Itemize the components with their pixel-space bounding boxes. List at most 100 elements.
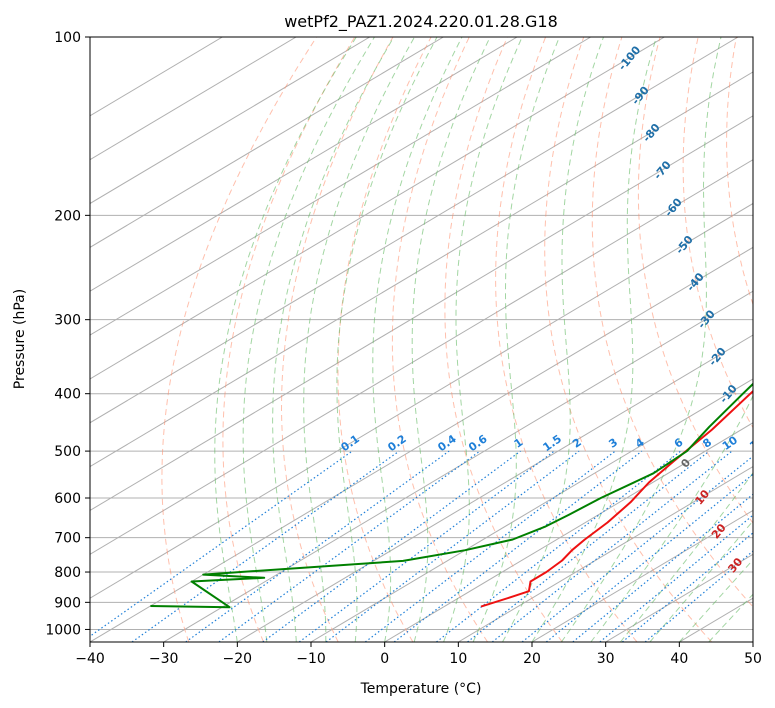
isotherm-line [752,641,753,642]
isotherm-label: -50 [673,233,696,257]
y-tick-label: 400 [54,387,81,403]
y-tick-label: 700 [54,531,81,547]
mixing-ratio-label: 1 [512,436,526,451]
dry-adiabat [161,37,318,642]
dry-adiabat [591,37,753,608]
mixing-ratio-label: 16 [769,433,775,453]
mixing-ratio-label: 13 [747,434,767,453]
mixing-ratio-line [467,450,710,642]
isotherm-line [90,202,753,599]
isotherm-label: -20 [706,345,729,369]
isotherm-line [90,115,753,512]
isotherm-label: 0 [678,456,693,470]
dry-adiabat [444,37,563,642]
dry-adiabat [682,37,753,429]
y-tick-label: 300 [54,313,81,329]
y-tick-label: 600 [54,491,81,507]
dry-adiabat [637,37,753,524]
isotherm-label: -80 [640,121,663,145]
y-tick-label: 200 [54,208,81,224]
x-tick-label: −30 [149,651,179,667]
moist-adiabat [411,37,491,642]
y-tick-label: 1000 [45,622,81,638]
mixing-ratio-line [621,532,753,642]
x-tick-label: 50 [744,651,762,667]
isotherm-label: 10 [692,487,712,507]
x-tick-label: 20 [523,651,541,667]
isotherm-line [90,159,753,555]
x-tick-label: 40 [670,651,688,667]
mixing-ratio-line [572,493,753,642]
moist-adiabat [336,37,438,642]
isotherm-line [90,37,665,380]
moist-adiabat [502,37,604,642]
mixing-ratio-line [262,450,521,642]
x-tick-label: 30 [597,651,615,667]
plot-frame [89,36,754,643]
mixing-ratio-line [521,455,753,642]
mixing-ratio-line [325,450,580,642]
x-tick-label: −20 [223,651,253,667]
isotherm-label: -70 [651,158,674,182]
temperature-profile-line [480,389,753,608]
mixing-ratio-line [218,450,481,642]
isotherm-line [605,553,753,642]
isotherm-line [531,509,753,642]
mixing-ratio-line [393,450,643,642]
dry-adiabat [337,37,432,642]
mixing-ratio-line [364,450,616,642]
dewpoint-profile-line [150,382,753,609]
isotherm-line [90,37,297,161]
moist-adiabat [242,37,375,642]
dry-adiabat [391,37,489,642]
mixing-ratio-line [131,450,400,642]
moist-adiabat [443,37,523,642]
mixing-ratio-line [90,450,353,637]
isotherm-line [90,71,753,468]
isotherm-line [90,37,739,424]
isotherm-label: -10 [717,382,740,406]
moist-adiabat [214,37,357,642]
moist-adiabat [708,593,753,642]
moist-adiabat [303,37,415,642]
mixing-ratio-line [599,514,753,642]
isotherm-line [384,422,753,642]
isotherm-line [90,37,223,117]
y-axis-label: Pressure (hPa) [12,289,28,389]
isotherm-label: -30 [695,307,718,331]
dry-adiabat [222,37,356,642]
dry-adiabat [280,37,394,642]
dry-adiabat [769,37,775,642]
y-tick-label: 500 [54,444,81,460]
isotherm-line [458,466,753,642]
moist-adiabat [620,472,753,642]
mixing-ratio-line [491,450,733,642]
isotherm-line [310,378,753,642]
moist-adiabat [531,37,657,642]
mixing-ratio-label: 6 [672,436,686,451]
isotherm-label: 20 [709,521,729,541]
isotherm-line [90,37,591,336]
x-tick-label: 0 [380,651,389,667]
x-tick-label: −10 [296,651,326,667]
y-tick-label: 100 [54,30,81,46]
mixing-ratio-label: 10 [720,433,740,453]
dry-adiabat [495,37,638,642]
moist-adiabat [272,37,395,642]
mixing-ratio-line [436,450,682,642]
isotherm-line [90,37,518,292]
isotherm-label: -100 [616,43,644,73]
y-tick-label: 800 [54,565,81,581]
mixing-ratio-label: 3 [606,436,620,451]
x-tick-label: 10 [449,651,467,667]
mixing-ratio-line [545,473,753,642]
isotherm-line [90,37,444,248]
isotherm-line [237,334,753,642]
chart-title: wetPf2_PAZ1.2024.220.01.28.G18 [284,12,558,32]
isotherm-label: -40 [684,270,707,294]
isotherm-line [90,37,370,205]
moist-adiabat [372,37,463,642]
x-axis-label: Temperature (°C) [360,681,482,697]
isotherm-line [163,290,753,642]
